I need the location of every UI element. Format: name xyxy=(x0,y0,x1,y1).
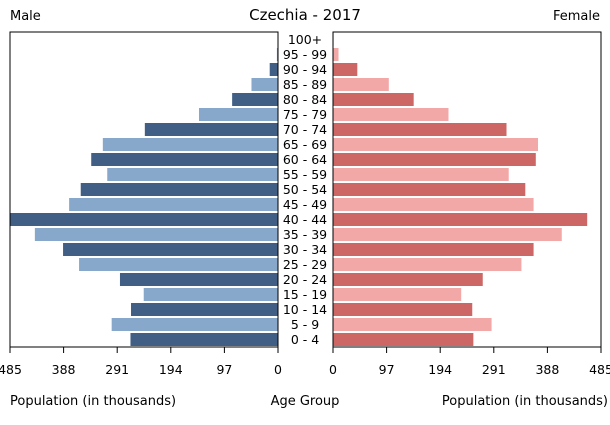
male-bar xyxy=(144,123,278,136)
age-group-tick-label: 85 - 89 xyxy=(283,77,327,92)
age-group-tick-label: 65 - 69 xyxy=(283,137,327,152)
male-bar xyxy=(143,288,278,301)
age-group-tick-label: 80 - 84 xyxy=(283,92,327,107)
female-bar xyxy=(333,198,534,211)
male-bar xyxy=(276,48,278,61)
female-axis-tick-label: 388 xyxy=(535,362,559,377)
male-bar xyxy=(130,333,278,346)
female-bar xyxy=(333,228,562,241)
male-bar xyxy=(102,138,278,151)
female-bar xyxy=(333,303,473,316)
female-bar xyxy=(333,183,526,196)
age-group-tick-label: 35 - 39 xyxy=(283,227,327,242)
age-group-tick-label: 40 - 44 xyxy=(283,212,327,227)
male-bar xyxy=(80,183,279,196)
age-group-tick-label: 30 - 34 xyxy=(283,242,327,257)
age-group-label: Age Group xyxy=(271,394,340,409)
age-group-tick-label: 55 - 59 xyxy=(283,167,327,182)
male-bar xyxy=(251,78,278,91)
age-group-tick-label: 45 - 49 xyxy=(283,197,327,212)
age-group-tick-label: 90 - 94 xyxy=(283,62,327,77)
male-axis-tick-label: 97 xyxy=(216,362,232,377)
male-axis-tick-label: 291 xyxy=(105,362,129,377)
female-bar xyxy=(333,108,449,121)
female-axis-tick-label: 291 xyxy=(482,362,506,377)
female-axis-tick-label: 194 xyxy=(428,362,452,377)
male-axis-tick-label: 388 xyxy=(52,362,76,377)
male-bar xyxy=(91,153,278,166)
male-axis-label: Population (in thousands) xyxy=(10,394,176,409)
female-bar xyxy=(333,138,539,151)
male-plot-frame xyxy=(9,31,279,348)
chart-title: Czechia - 2017 xyxy=(249,6,361,24)
male-bar xyxy=(79,258,278,271)
age-group-tick-label: 95 - 99 xyxy=(283,47,327,62)
female-axis-tick-label: 97 xyxy=(379,362,395,377)
male-bar xyxy=(34,228,278,241)
male-bar xyxy=(131,303,278,316)
male-bar xyxy=(119,273,278,286)
female-header: Female xyxy=(553,9,600,24)
female-bar xyxy=(333,168,509,181)
female-bar xyxy=(333,78,389,91)
female-plot-frame xyxy=(332,31,602,348)
age-group-tick-label: 10 - 14 xyxy=(283,302,327,317)
age-group-tick-label: 70 - 74 xyxy=(283,122,327,137)
female-bar xyxy=(333,243,534,256)
female-bar xyxy=(333,93,414,106)
female-bar xyxy=(333,48,339,61)
age-group-tick-label: 25 - 29 xyxy=(283,257,327,272)
male-bar xyxy=(69,198,279,211)
female-bar xyxy=(333,318,492,331)
female-bar xyxy=(333,153,536,166)
female-bar xyxy=(333,333,474,346)
male-bar xyxy=(63,243,278,256)
age-group-tick-label: 75 - 79 xyxy=(283,107,327,122)
female-bar xyxy=(333,273,483,286)
female-axis-tick-label: 485 xyxy=(589,362,610,377)
male-axis-tick-label: 485 xyxy=(0,362,22,377)
age-group-tick-label: 15 - 19 xyxy=(283,287,327,302)
age-group-tick-label: 50 - 54 xyxy=(283,182,327,197)
male-bar xyxy=(232,93,278,106)
male-bar xyxy=(198,108,278,121)
male-bar xyxy=(107,168,279,181)
male-bar xyxy=(269,63,278,76)
male-bar xyxy=(111,318,278,331)
male-axis-tick-label: 194 xyxy=(159,362,183,377)
male-header: Male xyxy=(10,9,41,24)
age-group-tick-label: 60 - 64 xyxy=(283,152,327,167)
female-bar xyxy=(333,213,588,226)
female-bar xyxy=(333,258,522,271)
female-bar xyxy=(333,63,358,76)
female-axis-tick-label: 0 xyxy=(329,362,337,377)
age-group-tick-label: 100+ xyxy=(288,32,322,47)
female-bar xyxy=(333,288,462,301)
age-group-tick-label: 5 - 9 xyxy=(291,317,319,332)
male-bar xyxy=(10,213,278,226)
age-group-tick-label: 0 - 4 xyxy=(291,332,319,347)
female-axis-label: Population (in thousands) xyxy=(442,394,608,409)
age-group-tick-label: 20 - 24 xyxy=(283,272,327,287)
female-bar xyxy=(333,123,507,136)
male-axis-tick-label: 0 xyxy=(274,362,282,377)
